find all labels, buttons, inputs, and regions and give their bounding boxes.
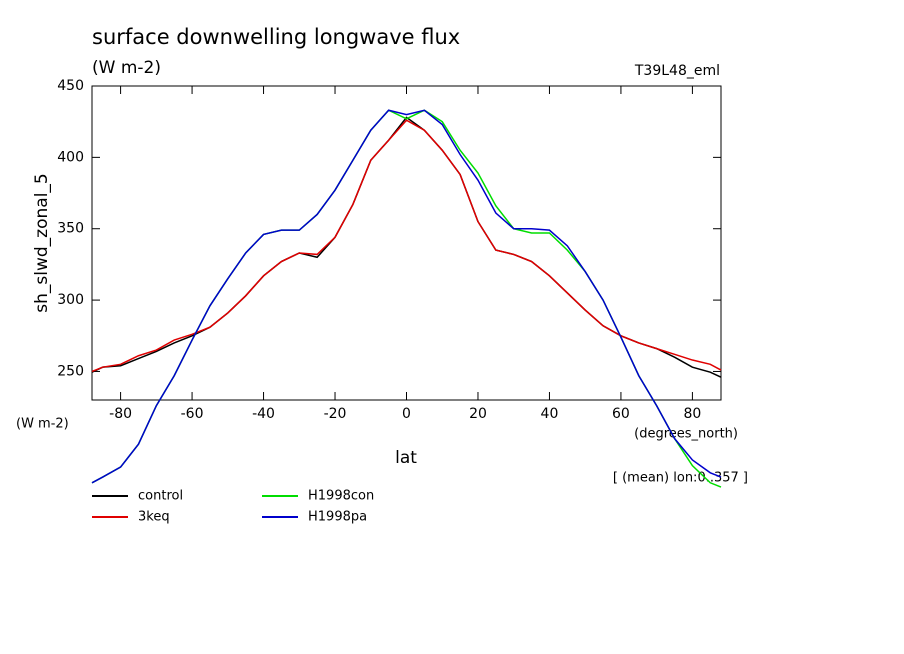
x-tick-label: -20 <box>324 406 347 422</box>
note: [ (mean) lon:0..357 ] <box>613 471 748 486</box>
y-units: (W m-2) <box>16 417 69 432</box>
x-tick-label: -80 <box>109 406 132 422</box>
x-tick-label: 80 <box>683 406 701 422</box>
x-units: (degrees_north) <box>634 427 738 442</box>
x-tick-label: 60 <box>612 406 630 422</box>
x-tick-label: -40 <box>252 406 275 422</box>
legend-label: control <box>138 489 183 504</box>
y-tick-label: 250 <box>57 363 84 379</box>
legend-label: H1998pa <box>308 510 367 525</box>
y-tick-label: 350 <box>57 221 84 237</box>
series-line <box>91 119 722 373</box>
legend-label: H1998con <box>308 489 374 504</box>
chart-title: surface downwelling longwave flux <box>92 25 460 49</box>
x-tick-label: 20 <box>469 406 487 422</box>
legend-label: 3keq <box>138 510 170 525</box>
y-tick-label: 450 <box>57 78 84 94</box>
series-line <box>91 109 722 488</box>
x-tick-label: -60 <box>181 406 204 422</box>
x-axis-label: lat <box>395 448 417 468</box>
y-tick-label: 400 <box>57 149 84 165</box>
y-tick-label: 300 <box>57 292 84 308</box>
subtitle: (W m-2) <box>92 58 161 78</box>
annotation: T39L48_eml <box>634 63 720 79</box>
series-line <box>91 109 722 484</box>
x-tick-label: 40 <box>541 406 559 422</box>
x-tick-label: 0 <box>402 406 411 422</box>
y-axis-label: sh_slwd_zonal_5 <box>32 173 52 312</box>
